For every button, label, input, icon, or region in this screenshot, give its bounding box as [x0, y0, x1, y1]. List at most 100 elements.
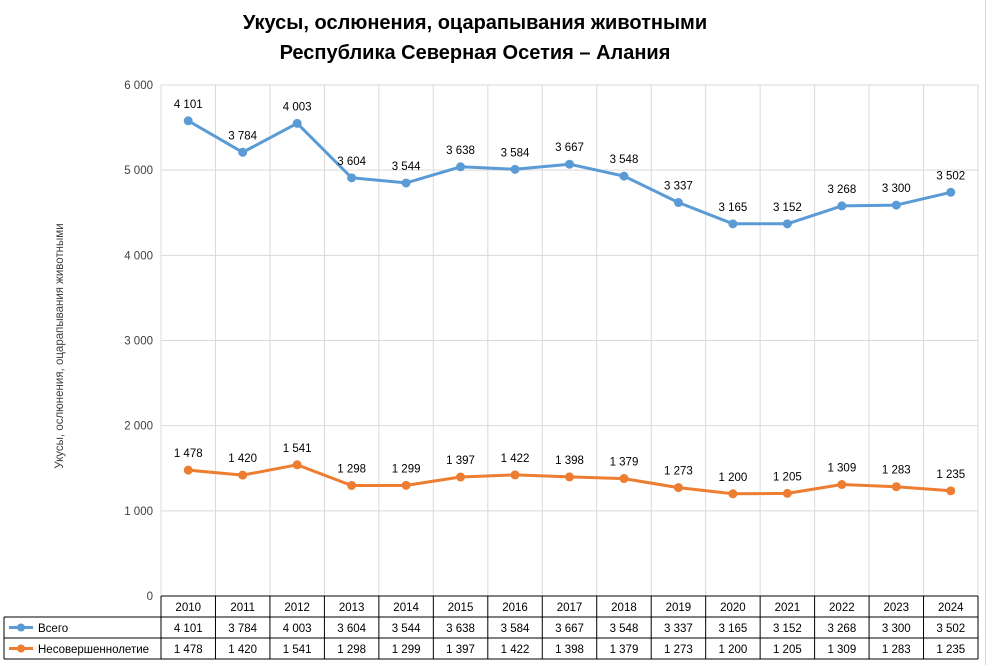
- data-point: [292, 460, 302, 470]
- data-point: [347, 173, 357, 183]
- data-point: [238, 147, 248, 157]
- data-point: [401, 178, 411, 188]
- data-point: [347, 480, 357, 490]
- data-label: 3 337: [664, 181, 693, 193]
- legend-key-marker: [17, 623, 25, 632]
- legend-entry: Всего: [38, 623, 68, 635]
- data-label: 4 101: [174, 99, 203, 111]
- data-label: 3 544: [392, 161, 421, 173]
- x-tick-label: 2023: [884, 602, 910, 614]
- table-cell: 3 784: [228, 623, 257, 635]
- data-point: [619, 474, 629, 484]
- table-cell: 1 309: [827, 644, 856, 656]
- data-label: 3 604: [337, 156, 366, 168]
- table-cell: 3 548: [610, 623, 639, 635]
- table-cell: 3 337: [664, 623, 693, 635]
- table-cell: 3 604: [337, 623, 366, 635]
- table-cell: 1 420: [228, 644, 257, 656]
- data-point: [619, 171, 629, 181]
- data-label: 1 541: [283, 443, 312, 455]
- x-tick-label: 2017: [557, 602, 583, 614]
- data-point: [728, 489, 738, 499]
- table-cell: 3 502: [936, 623, 965, 635]
- data-point: [946, 187, 956, 197]
- data-label: 1 309: [827, 463, 856, 475]
- data-point: [782, 488, 792, 498]
- data-point: [782, 219, 792, 229]
- table-cell: 1 541: [283, 644, 312, 656]
- table-cell: 4 101: [174, 623, 203, 635]
- table-cell: 3 300: [882, 623, 911, 635]
- data-label: 3 548: [610, 154, 639, 166]
- y-tick-label: 1 000: [124, 506, 153, 518]
- data-label: 3 584: [501, 147, 530, 159]
- data-label: 1 298: [337, 463, 366, 475]
- data-point: [837, 201, 847, 211]
- table-cell: 1 299: [392, 644, 421, 656]
- data-point: [401, 480, 411, 490]
- legend-key-marker: [17, 644, 25, 653]
- data-point: [946, 486, 956, 496]
- chart-subtitle: Республика Северная Осетия – Алания: [279, 42, 671, 64]
- y-tick-label: 6 000: [124, 80, 153, 92]
- table-cell: 1 422: [501, 644, 530, 656]
- data-point: [891, 482, 901, 492]
- data-label: 1 235: [936, 469, 965, 481]
- table-cell: 3 584: [501, 623, 530, 635]
- table-cell: 1 379: [610, 644, 639, 656]
- x-tick-label: 2021: [775, 602, 801, 614]
- table-cell: 3 268: [827, 623, 856, 635]
- data-point: [510, 164, 520, 174]
- data-label: 1 379: [610, 457, 639, 469]
- table-cell: 3 544: [392, 623, 421, 635]
- x-tick-label: 2019: [666, 602, 692, 614]
- data-label: 1 397: [446, 455, 475, 467]
- data-point: [673, 198, 683, 208]
- y-tick-label: 4 000: [124, 250, 153, 262]
- x-tick-label: 2012: [284, 602, 310, 614]
- x-tick-label: 2024: [938, 602, 964, 614]
- series-line: [186, 119, 953, 226]
- data-label: 1 422: [501, 453, 530, 465]
- x-tick-label: 2010: [175, 602, 201, 614]
- data-point: [891, 200, 901, 210]
- data-label: 1 478: [174, 448, 203, 460]
- table-cell: 1 298: [337, 644, 366, 656]
- data-point: [728, 219, 738, 229]
- data-label: 1 200: [719, 472, 748, 484]
- data-label: 4 003: [283, 101, 312, 113]
- y-tick-label: 3 000: [124, 336, 153, 348]
- data-point: [292, 118, 302, 128]
- data-label: 3 667: [555, 142, 584, 154]
- chart-title: Укусы, ослюнения, оцарапывания животными: [242, 12, 708, 34]
- data-label: 3 268: [827, 184, 856, 196]
- data-label: 3 638: [446, 145, 475, 157]
- table-cell: 3 667: [555, 623, 584, 635]
- data-point: [456, 472, 466, 482]
- data-point: [183, 465, 193, 475]
- table-cell: 1 283: [882, 644, 911, 656]
- table-cell: 1 235: [936, 644, 965, 656]
- data-label: 3 165: [719, 202, 748, 214]
- x-tick-label: 2018: [611, 602, 637, 614]
- x-tick-label: 2022: [829, 602, 855, 614]
- x-tick-label: 2014: [393, 602, 419, 614]
- data-label: 3 300: [882, 183, 911, 195]
- table-cell: 3 152: [773, 623, 802, 635]
- table-cell: 1 397: [446, 644, 475, 656]
- x-tick-label: 2020: [720, 602, 746, 614]
- data-label: 3 152: [773, 202, 802, 214]
- data-point: [673, 483, 683, 493]
- data-point: [565, 159, 574, 169]
- data-label: 3 784: [228, 130, 257, 142]
- data-point: [565, 472, 574, 482]
- table-cell: 1 205: [773, 644, 802, 656]
- table-cell: 4 003: [283, 623, 312, 635]
- data-point: [183, 116, 193, 126]
- data-point: [837, 480, 847, 490]
- data-label: 1 420: [228, 453, 257, 465]
- table-cell: 1 200: [719, 644, 748, 656]
- table-cell: 1 398: [555, 644, 584, 656]
